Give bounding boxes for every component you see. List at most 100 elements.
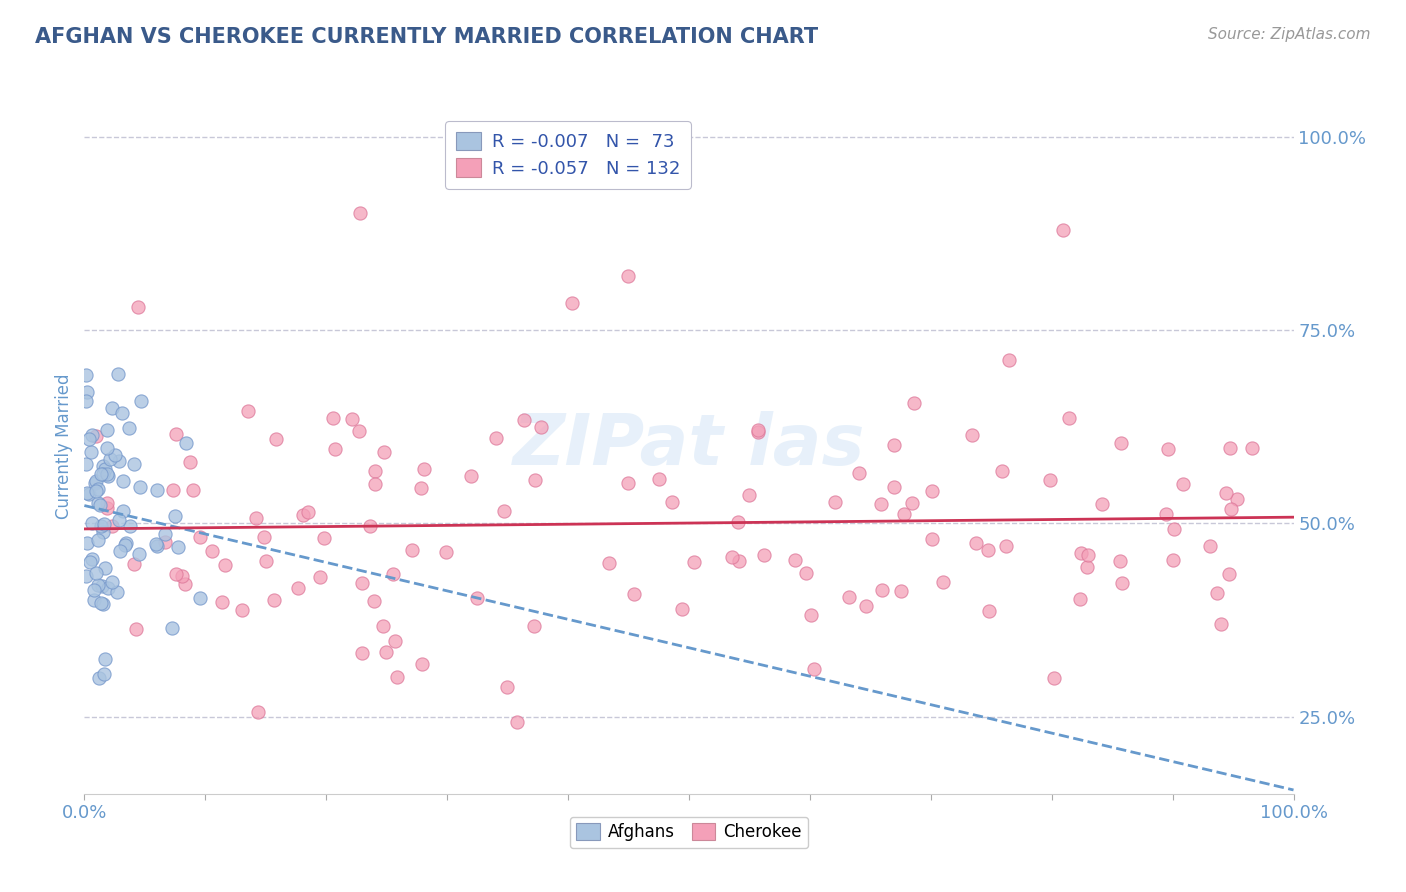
Point bbox=[128, 548, 150, 562]
Point bbox=[870, 497, 893, 511]
Point bbox=[1156, 442, 1178, 457]
Point bbox=[350, 647, 373, 661]
Point bbox=[671, 602, 693, 616]
Point bbox=[855, 599, 877, 613]
Point bbox=[401, 543, 423, 558]
Point bbox=[484, 431, 506, 445]
Point bbox=[661, 495, 683, 509]
Point bbox=[1226, 492, 1249, 507]
Point bbox=[382, 567, 405, 582]
Point bbox=[727, 515, 749, 529]
Point bbox=[174, 436, 197, 450]
Point bbox=[364, 476, 387, 491]
Point bbox=[201, 544, 224, 558]
Point bbox=[291, 508, 314, 523]
Point bbox=[266, 432, 288, 446]
Point bbox=[297, 505, 319, 519]
Point bbox=[322, 411, 344, 425]
Point bbox=[188, 591, 211, 605]
Point bbox=[1091, 497, 1114, 511]
Point bbox=[373, 618, 395, 632]
Point bbox=[747, 425, 769, 439]
Point bbox=[824, 495, 846, 509]
Point bbox=[1076, 560, 1098, 574]
Point bbox=[83, 582, 105, 597]
Point bbox=[75, 394, 97, 409]
Point bbox=[783, 553, 806, 567]
Point bbox=[120, 518, 142, 533]
Point bbox=[1163, 522, 1185, 536]
Point bbox=[86, 533, 108, 548]
Point bbox=[340, 411, 363, 425]
Point bbox=[75, 569, 97, 583]
Point bbox=[93, 667, 115, 681]
Point bbox=[506, 714, 529, 729]
Point bbox=[323, 442, 346, 457]
Point bbox=[848, 467, 870, 481]
Point bbox=[995, 540, 1018, 554]
Point bbox=[1111, 576, 1133, 591]
Point bbox=[1206, 585, 1229, 599]
Point bbox=[111, 407, 134, 421]
Point bbox=[1070, 546, 1092, 560]
Point bbox=[1039, 473, 1062, 487]
Point bbox=[1215, 485, 1237, 500]
Point bbox=[155, 527, 177, 541]
Point bbox=[352, 575, 374, 590]
Point bbox=[921, 483, 943, 498]
Point bbox=[314, 531, 336, 545]
Point bbox=[105, 585, 128, 599]
Point bbox=[89, 499, 111, 513]
Point bbox=[96, 441, 118, 455]
Point bbox=[146, 483, 169, 498]
Point bbox=[90, 519, 112, 533]
Point bbox=[494, 503, 516, 517]
Point bbox=[117, 420, 139, 434]
Point bbox=[617, 268, 640, 283]
Point bbox=[349, 206, 371, 220]
Point bbox=[76, 384, 98, 399]
Point bbox=[129, 480, 152, 494]
Point bbox=[125, 622, 148, 636]
Point bbox=[1108, 554, 1130, 568]
Point bbox=[903, 396, 925, 410]
Point bbox=[91, 458, 114, 473]
Point bbox=[523, 619, 546, 633]
Point bbox=[96, 496, 118, 510]
Point bbox=[111, 475, 134, 489]
Point bbox=[1211, 617, 1233, 632]
Point bbox=[1111, 436, 1133, 450]
Point bbox=[364, 464, 387, 478]
Point bbox=[349, 424, 371, 438]
Point bbox=[997, 353, 1019, 368]
Point bbox=[890, 583, 912, 598]
Point bbox=[108, 513, 131, 527]
Point bbox=[1077, 548, 1099, 562]
Point bbox=[86, 429, 108, 443]
Point bbox=[465, 591, 488, 606]
Point bbox=[122, 557, 145, 571]
Point bbox=[623, 587, 645, 601]
Point bbox=[359, 519, 381, 533]
Point bbox=[411, 481, 433, 495]
Point bbox=[991, 464, 1014, 478]
Point bbox=[236, 403, 259, 417]
Point bbox=[107, 368, 129, 382]
Point bbox=[460, 468, 482, 483]
Point bbox=[965, 535, 987, 549]
Point bbox=[720, 549, 742, 564]
Point bbox=[1069, 591, 1091, 606]
Text: ZIPat las: ZIPat las bbox=[513, 411, 865, 481]
Legend: Afghans, Cherokee: Afghans, Cherokee bbox=[569, 817, 808, 848]
Point bbox=[287, 581, 309, 595]
Point bbox=[97, 469, 120, 483]
Point bbox=[800, 608, 823, 623]
Point bbox=[94, 651, 117, 665]
Point bbox=[167, 540, 190, 554]
Point bbox=[363, 594, 385, 608]
Point bbox=[231, 603, 253, 617]
Point bbox=[107, 454, 129, 468]
Point bbox=[131, 394, 153, 409]
Point bbox=[75, 368, 97, 382]
Point bbox=[870, 583, 893, 598]
